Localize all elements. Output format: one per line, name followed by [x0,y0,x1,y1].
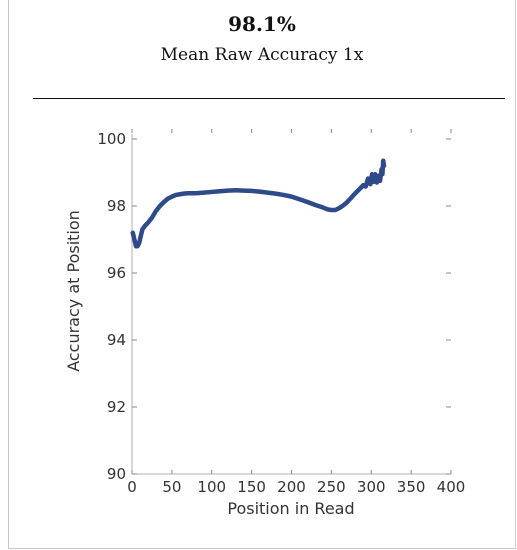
series-line [130,158,387,249]
ticks [131,129,452,475]
x-tick-label: 300 [357,478,386,496]
x-tick-label: 0 [127,478,137,496]
x-tick-label: 400 [437,478,466,496]
y-tick-label: 96 [107,264,126,282]
x-axis-title: Position in Read [227,499,354,518]
y-tick-label: 90 [107,465,126,483]
x-tick-label: 150 [237,478,266,496]
tick-labels: 0 50 100 150 200 250 300 350 400 90 92 94 96 98 100 [97,130,465,496]
x-tick-label: 250 [317,478,346,496]
header-divider [33,98,505,99]
y-tick-label: 98 [107,197,126,215]
x-tick-label: 50 [162,478,181,496]
y-tick-label: 92 [107,398,126,416]
axes [131,134,451,475]
y-tick-label: 100 [97,130,126,148]
x-tick-label: 200 [277,478,306,496]
y-axis-title: Accuracy at Position [64,210,83,372]
chart-subtitle: Mean Raw Accuracy 1x [160,45,364,65]
chart-panel: 98.1% Mean Raw Accuracy 1x [8,0,516,549]
y-tick-label: 94 [107,331,126,349]
mean-accuracy-value: 98.1% [228,12,296,36]
x-tick-label: 350 [397,478,426,496]
x-tick-label: 100 [197,478,226,496]
